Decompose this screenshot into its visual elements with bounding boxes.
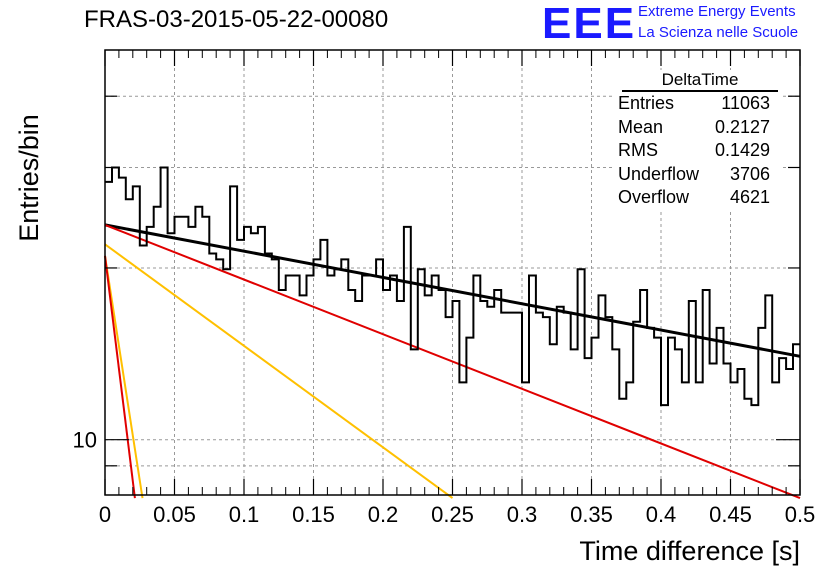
stats-box: DeltaTime Entries 11063 Mean 0.2127 RMS …	[612, 70, 780, 210]
stats-row-mean: Mean 0.2127	[612, 116, 780, 140]
y-tick-labels: 10	[73, 428, 97, 453]
run-title: FRAS-03-2015-05-22-00080	[84, 6, 389, 33]
x-axis-title: Time difference [s]	[579, 536, 800, 566]
stats-label: Mean	[618, 116, 664, 137]
x-tick-label: 0.2	[368, 502, 399, 527]
x-tick-label: 0.5	[785, 502, 816, 527]
fit-curve-fast-component-red	[104, 255, 136, 499]
fit-curve-total-fit	[104, 223, 801, 358]
x-tick-label: 0.35	[570, 502, 613, 527]
axis-ticks	[104, 50, 801, 495]
fit-curve-slow-component-red	[104, 223, 801, 500]
x-tick-label: 0.3	[507, 502, 538, 527]
stats-value: 11063	[721, 93, 770, 113]
stats-row-overflow: Overflow 4621	[612, 186, 780, 210]
x-tick-label: 0.1	[229, 502, 260, 527]
stats-value: 0.1429	[714, 140, 770, 160]
stats-label: Entries	[618, 93, 675, 113]
fit-curve-mid-component-orange	[104, 243, 454, 499]
stats-label: Overflow	[618, 187, 690, 207]
stats-row-underflow: Underflow 3706	[612, 163, 780, 187]
stats-row-entries: Entries 11063	[612, 92, 780, 116]
stats-label: Underflow	[618, 163, 700, 184]
x-tick-label: 0.15	[292, 502, 335, 527]
x-tick-label: 0.45	[709, 502, 752, 527]
x-tick-label: 0	[99, 502, 111, 527]
stats-value: 4621	[729, 187, 770, 207]
x-tick-labels: 0 0.05 0.1 0.15 0.2 0.25 0.3 0.35 0.4 0.45 0.5	[99, 502, 815, 527]
histogram-line	[105, 166, 800, 407]
stats-value: 3706	[729, 163, 770, 184]
stats-title: DeltaTime	[622, 70, 778, 92]
stats-value: 0.2127	[714, 116, 770, 137]
fit-curves	[104, 223, 801, 500]
y-axis-title: Entries/bin	[14, 114, 44, 242]
stats-row-rms: RMS 0.1429	[612, 139, 780, 163]
org-subtitle: La Scienza nelle Scuole	[638, 24, 799, 41]
stats-label: RMS	[618, 140, 658, 160]
x-tick-label: 0.4	[646, 502, 677, 527]
y-tick-label: 10	[73, 428, 97, 453]
eee-logo: EEE	[542, 0, 637, 48]
org-name: Extreme Energy Events	[638, 3, 796, 20]
fit-curve-fast-component-orange	[104, 255, 144, 499]
x-tick-label: 0.05	[153, 502, 196, 527]
x-tick-label: 0.25	[431, 502, 474, 527]
